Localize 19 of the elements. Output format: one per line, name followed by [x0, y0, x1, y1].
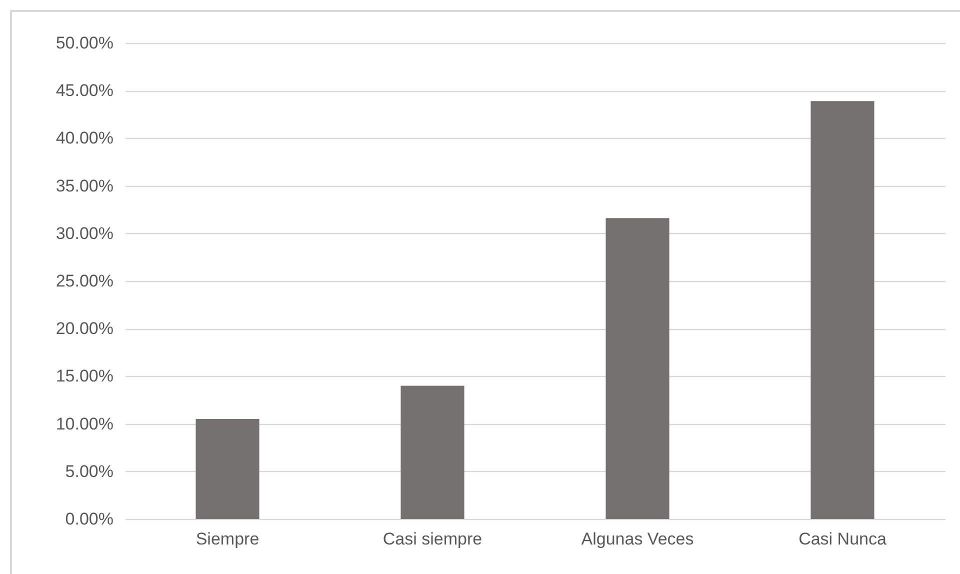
- bar: [400, 386, 464, 519]
- bar: [606, 218, 670, 519]
- y-tick-label: 20.00%: [56, 319, 114, 338]
- x-tick-label: Siempre: [196, 530, 260, 548]
- y-tick-label: 10.00%: [56, 414, 114, 434]
- y-tick-label: 40.00%: [56, 128, 114, 148]
- y-tick-label: 30.00%: [56, 224, 114, 243]
- bar: [196, 419, 260, 519]
- x-tick-label: Casi siempre: [382, 530, 482, 548]
- x-tick-label: Algunas Veces: [581, 530, 694, 548]
- y-tick-label: 35.00%: [56, 176, 114, 196]
- y-tick-label: 15.00%: [56, 366, 114, 386]
- y-tick-label: 50.00%: [56, 34, 114, 52]
- y-tick-label: 45.00%: [56, 81, 114, 100]
- y-tick-label: 25.00%: [56, 272, 114, 290]
- bar: [810, 101, 874, 519]
- x-tick-label: Casi Nunca: [798, 530, 887, 548]
- y-tick-label: 0.00%: [65, 510, 114, 528]
- y-tick-label: 5.00%: [65, 462, 114, 481]
